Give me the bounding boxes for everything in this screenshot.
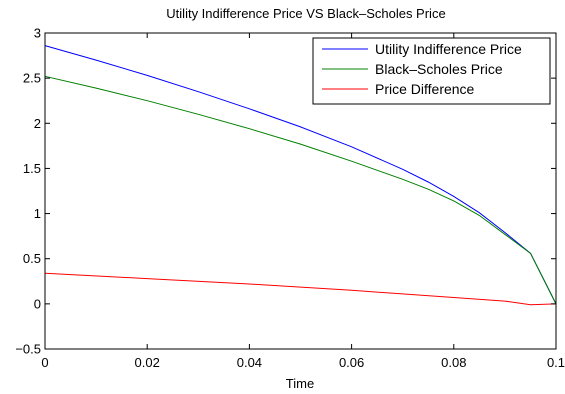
y-tick-label: 1.5 xyxy=(23,161,41,176)
y-tick-label: 2.5 xyxy=(23,71,41,86)
series-layer xyxy=(44,45,557,306)
y-tick-label: 0.5 xyxy=(23,251,41,266)
y-tick-label: 1 xyxy=(34,206,41,221)
tick-layer: 0 0.02 0.04 0.06 0.08 0.1−0.500.511.522.53 xyxy=(15,26,565,371)
y-tick-label: 2 xyxy=(34,116,41,131)
plot-frame xyxy=(44,32,557,350)
x-tick-label: 0.08 xyxy=(441,355,466,370)
legend-label: Price Difference xyxy=(375,81,475,97)
y-tick-label: −0.5 xyxy=(15,342,41,357)
series-line-0 xyxy=(44,45,557,305)
legend-label: Utility Indifference Price xyxy=(375,41,522,57)
x-tick-label: 0.06 xyxy=(339,355,364,370)
x-tick-label: 0.1 xyxy=(547,355,565,370)
x-tick-label: 0.04 xyxy=(237,355,262,370)
y-tick-label: 0 xyxy=(34,296,41,311)
legend: Utility Indifference Price Black–Scholes … xyxy=(312,37,551,105)
series-line-1 xyxy=(44,75,557,305)
x-tick-label: 0.02 xyxy=(135,355,160,370)
series-line-2 xyxy=(44,272,557,306)
y-tick-label: 3 xyxy=(34,26,41,41)
x-axis-label: Time xyxy=(286,376,314,391)
x-tick-label: 0 xyxy=(41,355,48,370)
legend-label: Black–Scholes Price xyxy=(375,61,503,77)
chart-title: Utility Indifference Price VS Black–Scho… xyxy=(166,6,445,21)
